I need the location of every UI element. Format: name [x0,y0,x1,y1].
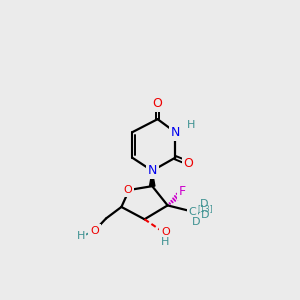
Text: F: F [179,185,186,198]
Text: N: N [171,126,180,139]
Text: O: O [153,97,163,110]
Text: H: H [187,119,195,130]
Text: N: N [148,164,157,177]
Text: D: D [200,199,208,209]
Text: D: D [192,217,200,227]
Text: C: C [188,207,196,217]
Text: O: O [184,157,193,169]
Text: [13]: [13] [198,204,213,213]
Text: O: O [123,185,132,195]
Text: D: D [201,210,210,220]
Text: H: H [161,237,170,248]
Text: O: O [90,226,99,236]
Text: O: O [161,227,170,237]
Polygon shape [149,171,155,186]
Text: H: H [76,231,85,241]
